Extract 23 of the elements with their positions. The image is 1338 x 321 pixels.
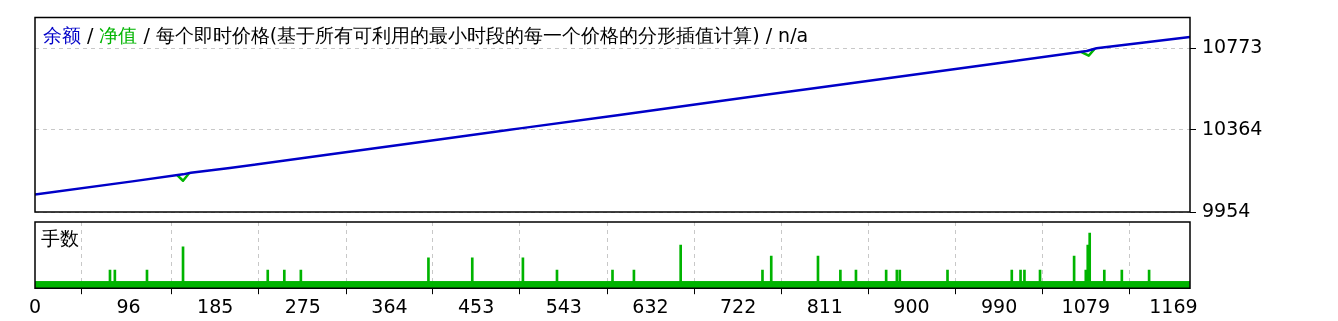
x-tick-label: 900	[893, 294, 930, 317]
x-tick-label: 364	[371, 294, 408, 317]
x-tick-label: 990	[980, 294, 1018, 317]
y-tick-label: 9954	[1202, 198, 1251, 221]
x-tick-label: 0	[28, 294, 42, 317]
y-tick-label: 10773	[1202, 34, 1263, 57]
y-tick-label: 10364	[1202, 116, 1263, 139]
text: 净值	[99, 24, 138, 47]
x-tick-label: 632	[632, 294, 669, 317]
x-tick-label: 1079	[1061, 294, 1110, 317]
x-tick-label: 275	[284, 294, 321, 317]
x-tick-label: 1169	[1149, 294, 1198, 317]
x-tick-label: 453	[458, 294, 495, 317]
x-tick-label: 543	[545, 294, 582, 317]
chart-title: 手数	[41, 226, 79, 249]
x-tick-label: 185	[197, 294, 234, 317]
x-tick-label: 722	[720, 294, 757, 317]
annotation: /	[87, 24, 94, 47]
x-tick-label: 811	[806, 294, 843, 317]
text: 余额	[43, 24, 81, 47]
annotation: /	[143, 24, 151, 47]
x-tick-label: 96	[116, 294, 141, 317]
chart-title: 每个即时价格(基于所有可利用的最小时段的每一个价格的分形插值计算) / n/a	[155, 24, 809, 47]
